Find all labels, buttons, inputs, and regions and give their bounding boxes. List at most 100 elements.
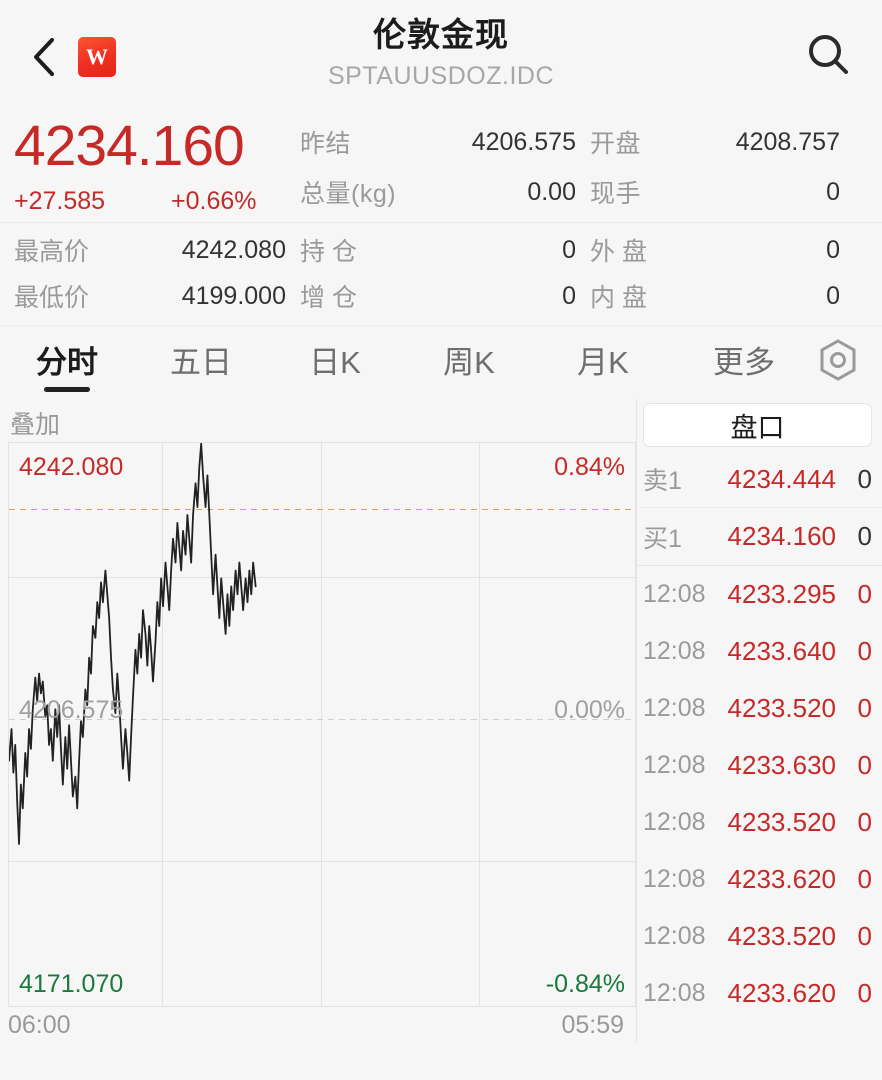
change-row: +27.585 +0.66% — [14, 187, 300, 216]
tab-five-day[interactable]: 五日 — [134, 326, 268, 400]
chart-settings-button[interactable] — [814, 339, 862, 387]
tick-row[interactable]: 12:08 4233.620 0 — [637, 851, 882, 908]
quote-bottom-rows: 最高价 4242.080 持 仓 0 外 盘 0 最低价 4199.000 — [0, 223, 882, 325]
tick-price: 4233.620 — [727, 864, 836, 894]
chart-price-line — [9, 443, 257, 845]
tick-row[interactable]: 12:08 4233.520 0 — [637, 794, 882, 851]
stat-prev-close: 昨结 4206.575 — [300, 124, 590, 160]
chart-low-pct-label: -0.84% — [545, 970, 625, 998]
price-change: +27.585 — [14, 187, 106, 215]
level-price: 4234.444 — [727, 463, 836, 494]
stat-label: 增 仓 — [300, 284, 357, 312]
tick-row[interactable]: 12:08 4233.620 0 — [637, 965, 882, 1022]
tick-time: 12:08 — [643, 580, 706, 608]
last-price: 4234.160 — [14, 114, 245, 178]
tab-label: 五日 — [170, 345, 232, 380]
chart-gridlines-horizontal — [9, 577, 635, 862]
tab-label: 周K — [443, 345, 495, 380]
chart-baseline-label: 4206.575 — [19, 696, 124, 724]
tab-weekly-k[interactable]: 周K — [402, 326, 536, 400]
tick-price: 4233.630 — [727, 750, 836, 780]
tick-row[interactable]: 12:08 4233.640 0 — [637, 623, 882, 680]
stat-value: 0 — [826, 281, 840, 310]
stat-label: 持 仓 — [300, 238, 357, 266]
tick-price: 4233.295 — [727, 579, 836, 609]
time-axis-end: 05:59 — [561, 1011, 624, 1039]
chart-high-pct-label: 0.84% — [554, 453, 625, 481]
chart-high-label: 4242.080 — [19, 453, 124, 481]
search-icon — [804, 30, 852, 83]
quote-stat-row: 最低价 4199.000 增 仓 0 内 盘 0 — [0, 273, 866, 319]
tick-row[interactable]: 12:08 4233.520 0 — [637, 680, 882, 737]
tick-time: 12:08 — [643, 751, 706, 779]
tick-time: 12:08 — [643, 694, 706, 722]
stat-outer-volume: 外 盘 0 — [590, 232, 854, 268]
stat-label: 总量(kg) — [300, 180, 397, 208]
instrument-symbol: SPTAUUSDOZ.IDC — [328, 62, 554, 90]
tab-label: 更多 — [713, 345, 775, 380]
tick-price: 4233.620 — [727, 978, 836, 1008]
stat-value: 4242.080 — [181, 235, 286, 264]
stat-value: 4199.000 — [181, 281, 286, 310]
intraday-chart[interactable]: 4242.080 0.84% 4206.575 0.00% 4171.070 -… — [8, 442, 636, 1007]
search-button[interactable] — [800, 28, 856, 84]
broker-logo-icon[interactable]: W — [78, 37, 116, 77]
chart-low-label: 4171.070 — [19, 970, 124, 998]
chart-panel: 叠加 — [0, 399, 636, 1043]
app-header: W 伦敦金现 SPTAUUSDOZ.IDC — [0, 0, 882, 112]
tick-row[interactable]: 12:08 4233.630 0 — [637, 737, 882, 794]
header-title-block: 伦敦金现 SPTAUUSDOZ.IDC — [0, 14, 882, 94]
stat-position-change: 增 仓 0 — [300, 278, 590, 314]
tab-more[interactable]: 更多 — [670, 326, 818, 400]
stat-value: 4206.575 — [471, 127, 576, 156]
tick-row[interactable]: 12:08 4233.295 0 — [637, 566, 882, 623]
chart-time-axis: 06:00 05:59 — [8, 1011, 636, 1043]
tick-time: 12:08 — [643, 979, 706, 1007]
tick-list: 12:08 4233.295 0 12:08 4233.640 0 12:08 … — [637, 566, 882, 1022]
chart-canvas — [9, 443, 635, 1006]
stat-volume: 总量(kg) 0.00 — [300, 174, 590, 210]
price-change-percent: +0.66% — [171, 187, 257, 215]
tick-qty: 0 — [857, 978, 872, 1008]
stat-label: 开盘 — [590, 130, 642, 158]
bid-level-1-row[interactable]: 买1 4234.160 0 — [637, 508, 882, 565]
tick-price: 4233.520 — [727, 693, 836, 723]
logo-letter: W — [86, 44, 108, 69]
page-title: 伦敦金现 — [373, 16, 509, 53]
order-book-tab-label: 盘口 — [730, 412, 785, 443]
stat-low: 最低价 4199.000 — [0, 278, 300, 314]
tick-qty: 0 — [857, 693, 872, 723]
tick-time: 12:08 — [643, 808, 706, 836]
chart-period-tabs: 分时 五日 日K 周K 月K 更多 — [0, 325, 882, 399]
stat-value: 0.00 — [527, 177, 576, 206]
stat-value: 0 — [562, 281, 576, 310]
active-tab-underline — [44, 386, 90, 392]
settings-hex-icon — [818, 338, 858, 387]
tab-daily-k[interactable]: 日K — [268, 326, 402, 400]
tab-monthly-k[interactable]: 月K — [536, 326, 670, 400]
chart-gridlines-vertical — [162, 443, 480, 1006]
tick-qty: 0 — [857, 636, 872, 666]
stat-high: 最高价 4242.080 — [0, 232, 300, 268]
time-axis-start: 06:00 — [8, 1011, 71, 1039]
stat-current-lot: 现手 0 — [590, 174, 854, 210]
tick-qty: 0 — [857, 807, 872, 837]
last-price-block: 4234.160 +27.585 +0.66% — [0, 112, 300, 222]
level-label: 卖1 — [643, 467, 682, 495]
order-book-separator — [637, 565, 882, 566]
stat-label: 外 盘 — [590, 238, 647, 266]
back-button[interactable] — [22, 34, 66, 80]
tick-row[interactable]: 12:08 4233.520 0 — [637, 908, 882, 965]
stat-inner-volume: 内 盘 0 — [590, 278, 854, 314]
tab-order-book[interactable]: 盘口 — [643, 403, 872, 447]
stat-label: 现手 — [590, 180, 642, 208]
overlay-button[interactable]: 叠加 — [10, 411, 61, 439]
quote-stat-row: 昨结 4206.575 开盘 4208.757 — [300, 117, 866, 167]
ask-level-1-row[interactable]: 卖1 4234.444 0 — [637, 451, 882, 508]
level-label: 买1 — [643, 524, 682, 553]
quote-top-row: 4234.160 +27.585 +0.66% 昨结 4206.575 开盘 4… — [0, 112, 882, 222]
tab-intraday[interactable]: 分时 — [0, 326, 134, 400]
tab-label: 分时 — [36, 345, 98, 380]
tick-qty: 0 — [857, 579, 872, 609]
stat-open: 开盘 4208.757 — [590, 124, 854, 160]
